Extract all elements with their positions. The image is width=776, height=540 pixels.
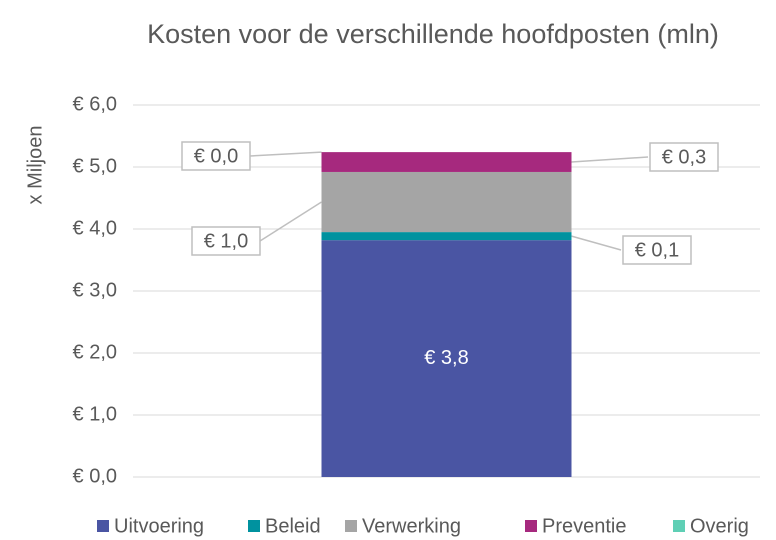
bar-segment [321,152,572,172]
chart-title: Kosten voor de verschillende hoofdposten… [147,19,719,49]
y-tick-label: € 2,0 [73,341,117,363]
y-tick-label: € 5,0 [73,155,117,177]
data-label: € 0,3 [662,146,706,168]
bar-segment [321,232,572,241]
y-tick-label: € 6,0 [73,93,117,115]
legend-label: Beleid [265,515,321,537]
data-label: € 0,0 [194,145,238,167]
legend-swatch [248,520,260,532]
label-box [649,142,719,172]
y-tick-label: € 1,0 [73,403,117,425]
legend-label: Uitvoering [114,515,204,537]
y-tick-label: € 4,0 [73,217,117,239]
data-label: € 0,1 [635,239,679,261]
label-box [181,141,251,171]
leader-line [571,156,649,163]
leader-line [259,201,322,242]
bar-segment [321,240,572,477]
label-box [191,226,261,256]
label-box [622,235,692,265]
bar-segment [321,171,572,233]
legend-swatch [673,520,685,532]
leader-line [571,235,622,251]
y-axis-label: x Miljoen [24,126,46,205]
legend-label: Preventie [542,515,627,537]
legend-swatch [525,520,537,532]
data-label: € 1,0 [204,230,248,252]
legend-label: Overig [690,515,749,537]
data-label: € 3,8 [424,347,468,369]
leader-line [249,151,322,157]
legend-label: Verwerking [362,515,461,537]
y-tick-label: € 3,0 [73,279,117,301]
legend-swatch [97,520,109,532]
legend-swatch [345,520,357,532]
y-tick-label: € 0,0 [73,465,117,487]
